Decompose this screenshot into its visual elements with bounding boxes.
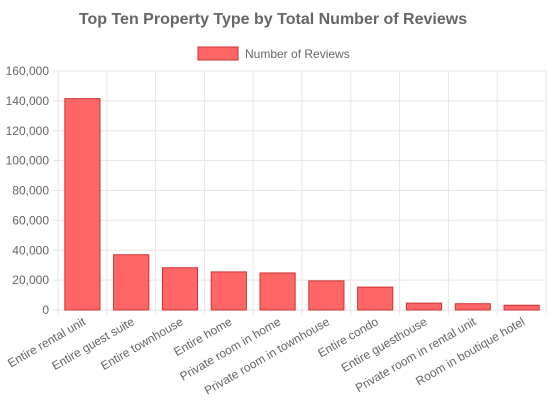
legend[interactable]: Number of Reviews xyxy=(197,46,350,61)
y-tick-label: 160,000 xyxy=(6,64,50,78)
x-tick-label: Entire guest suite xyxy=(49,314,137,373)
bar[interactable] xyxy=(454,303,491,311)
bar[interactable] xyxy=(308,280,345,311)
bars xyxy=(64,98,540,311)
bar[interactable] xyxy=(259,272,296,311)
legend-swatch xyxy=(197,46,239,61)
chart-title: Top Ten Property Type by Total Number of… xyxy=(79,11,467,28)
y-tick-label: 120,000 xyxy=(6,124,50,138)
y-tick-label: 100,000 xyxy=(6,154,50,168)
x-tick-label: Entire rental unit xyxy=(5,314,88,370)
bar[interactable] xyxy=(161,267,199,311)
bar[interactable] xyxy=(64,98,101,311)
y-tick-label: 40,000 xyxy=(12,243,49,257)
gridlines xyxy=(53,70,547,315)
x-tick-label: Entire townhouse xyxy=(98,314,186,373)
y-tick-label: 80,000 xyxy=(12,184,49,198)
y-tick-label: 20,000 xyxy=(12,273,49,287)
bar[interactable] xyxy=(113,254,150,311)
y-tick-label: 140,000 xyxy=(6,94,50,108)
legend-label: Number of Reviews xyxy=(245,47,350,61)
y-tick-label: 60,000 xyxy=(12,213,49,227)
bar[interactable] xyxy=(210,271,247,311)
y-tick-label: 0 xyxy=(42,303,49,317)
bar[interactable] xyxy=(357,286,394,311)
y-axis: 0 20,000 40,000 60,000 80,000 100,000 120,000 1… xyxy=(6,64,50,317)
bar[interactable] xyxy=(405,302,443,311)
bar[interactable] xyxy=(503,304,540,311)
